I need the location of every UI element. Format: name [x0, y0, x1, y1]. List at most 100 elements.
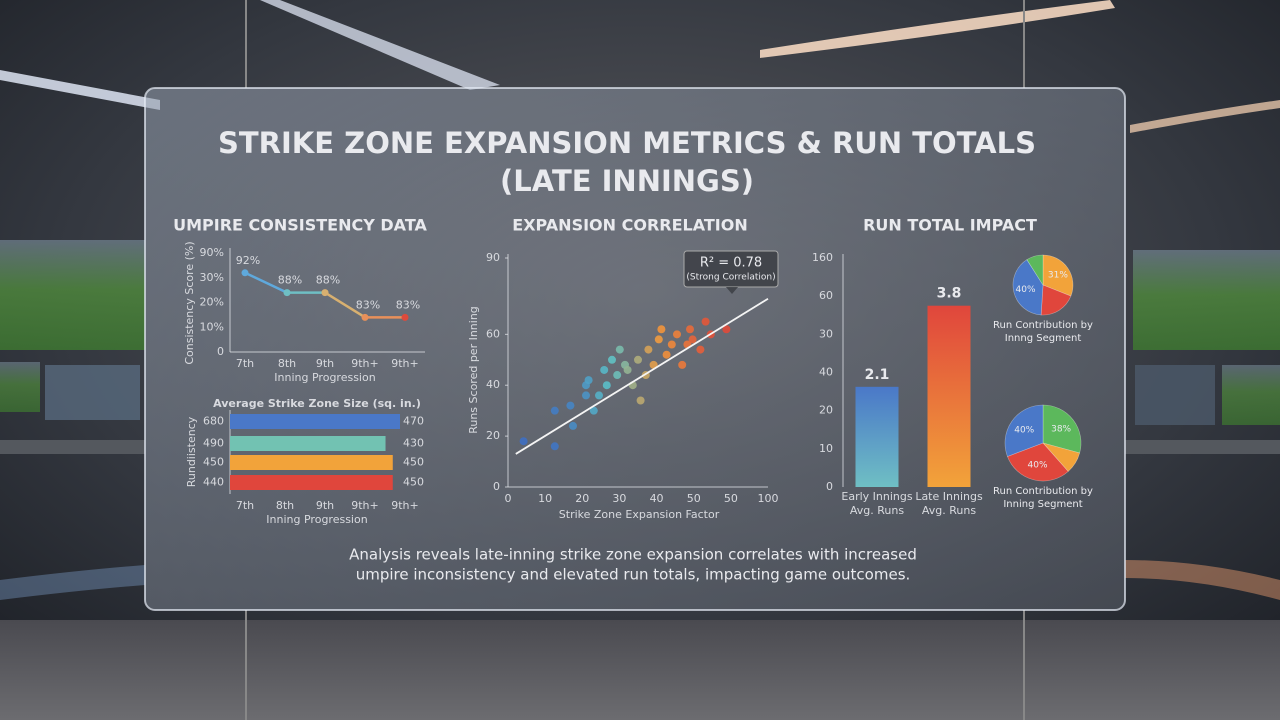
pie-slice: [1042, 404, 1082, 454]
point: [623, 365, 632, 374]
pie-slice: [1012, 259, 1044, 316]
point: [667, 340, 676, 349]
point: [584, 376, 593, 385]
x-tick-label: 9th+: [391, 499, 419, 512]
x-tick-label: 20: [575, 492, 589, 505]
point: [401, 313, 409, 321]
bar: [855, 386, 899, 487]
y-tick-label: 30: [819, 327, 833, 340]
y-tick-label: 0: [217, 345, 224, 358]
y-tick-label: 90: [486, 251, 500, 264]
point: [615, 345, 624, 354]
x-tick-label: 8th: [278, 357, 296, 370]
pie-caption: Inning Segment: [1003, 499, 1082, 510]
x-tick-label: 100: [758, 492, 779, 505]
data-label: 470: [403, 415, 424, 428]
annotation: (Strong Correlation): [686, 273, 775, 283]
x-tick-label: 7th: [236, 499, 254, 512]
pie-caption: Run Contribution by: [993, 486, 1093, 497]
y-tick-label: 0: [493, 480, 500, 493]
section-title: EXPANSION CORRELATION: [512, 216, 747, 235]
point: [678, 360, 687, 369]
caption: umpire inconsistency and elevated run to…: [356, 566, 911, 584]
data-label: 83%: [396, 298, 420, 311]
pie-slice: [1026, 254, 1044, 287]
annotation-pointer: [726, 287, 738, 294]
point: [241, 269, 249, 277]
y-tick-label: 30%: [200, 271, 224, 284]
data-label: 2.1: [865, 367, 890, 383]
pie-caption: Innng Segment: [1005, 333, 1082, 344]
category-label: 450: [203, 456, 224, 469]
y-tick-label: 0: [826, 480, 833, 493]
point: [686, 325, 694, 334]
bar: [230, 455, 393, 470]
point: [321, 289, 329, 297]
point: [696, 345, 705, 354]
point: [582, 391, 590, 400]
trend-line: [515, 297, 769, 455]
point: [361, 313, 369, 321]
y-tick-label: 20: [819, 404, 833, 417]
x-tick-label: 9th: [316, 499, 334, 512]
x-tick-label: 8th: [276, 499, 294, 512]
point: [613, 371, 622, 380]
pie-slice: [1042, 254, 1074, 297]
data-label: 92%: [236, 254, 260, 267]
category-label: 440: [203, 476, 224, 489]
data-label: 450: [403, 456, 424, 469]
point: [657, 325, 666, 334]
data-label: 88%: [316, 274, 340, 287]
point: [673, 330, 681, 339]
category-label: 680: [203, 415, 224, 428]
y-tick-label: 20%: [200, 296, 224, 309]
x-tick-label: 9th: [316, 357, 334, 370]
x-tick-label: 50: [724, 492, 738, 505]
bar: [230, 475, 393, 490]
y-tick-label: 60: [819, 289, 833, 302]
y-axis-title: Rundiistency: [185, 416, 198, 487]
data-label: 430: [403, 437, 424, 450]
x-tick-label: 40: [650, 492, 664, 505]
x-axis-title: Strike Zone Expansion Factor: [559, 508, 720, 521]
point: [550, 406, 559, 415]
pie-slice: [1040, 284, 1072, 316]
point: [589, 406, 598, 415]
y-tick-label: 90%: [200, 246, 224, 259]
line-segment: [244, 271, 288, 294]
point: [595, 391, 603, 400]
x-tick-label: Early Innings: [841, 490, 912, 503]
point: [602, 381, 611, 390]
annotation: R² = 0.78: [700, 256, 762, 271]
point: [566, 401, 575, 410]
point: [608, 355, 616, 364]
x-tick-label: 9th+: [351, 357, 379, 370]
point: [722, 325, 731, 334]
point: [283, 289, 291, 297]
caption: Analysis reveals late-inning strike zone…: [349, 546, 917, 564]
data-label: 40%: [1016, 285, 1036, 295]
pie-slice: [1004, 404, 1044, 457]
point: [644, 345, 653, 354]
data-label: 83%: [356, 298, 380, 311]
x-axis-title: Inning Progression: [274, 371, 375, 384]
x-tick-label: Avg. Runs: [850, 504, 904, 517]
main-title: STRIKE ZONE EXPANSION METRICS & RUN TOTA…: [218, 126, 1036, 160]
point: [654, 335, 663, 344]
x-tick-label: 9th+: [391, 357, 419, 370]
y-tick-label: 20: [486, 429, 500, 442]
x-tick-label: 50: [687, 492, 701, 505]
y-tick-label: 10%: [200, 320, 224, 333]
y-tick-label: 10: [819, 442, 833, 455]
x-tick-label: Avg. Runs: [922, 504, 976, 517]
point: [662, 350, 671, 359]
category-label: 490: [203, 437, 224, 450]
y-axis-title: Runs Scored per Inning: [467, 306, 480, 434]
x-tick-label: 30: [612, 492, 626, 505]
point: [634, 355, 642, 364]
point: [519, 437, 528, 446]
data-label: 88%: [278, 274, 302, 287]
point: [636, 396, 645, 405]
